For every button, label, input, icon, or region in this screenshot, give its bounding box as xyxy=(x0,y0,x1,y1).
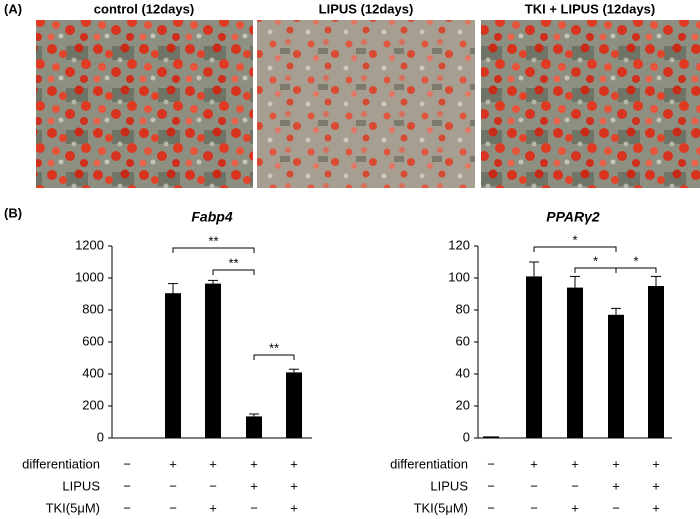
condition-sign: + xyxy=(652,500,660,515)
condition-label: LIPUS xyxy=(62,478,100,493)
significance-label: * xyxy=(633,253,638,268)
condition-sign: − xyxy=(123,500,131,515)
significance-label: * xyxy=(572,232,577,247)
condition-sign: + xyxy=(530,456,538,471)
bar xyxy=(483,436,499,438)
condition-sign: − xyxy=(571,478,579,493)
bar xyxy=(567,287,583,438)
chart-title: PPARγ2 xyxy=(546,209,600,225)
condition-sign: + xyxy=(169,456,177,471)
condition-sign: + xyxy=(652,456,660,471)
condition-sign: + xyxy=(290,478,298,493)
y-tick-label: 400 xyxy=(82,365,104,380)
micrograph xyxy=(481,20,700,188)
bar xyxy=(246,416,262,438)
condition-sign: − xyxy=(123,478,131,493)
micrograph xyxy=(36,20,253,188)
condition-sign: + xyxy=(652,478,660,493)
condition-label: differentiation xyxy=(390,456,468,471)
y-tick-label: 600 xyxy=(82,333,104,348)
condition-sign: − xyxy=(123,456,131,471)
condition-sign: − xyxy=(612,500,620,515)
condition-label: TKI(5μM) xyxy=(414,500,468,515)
significance-bracket xyxy=(212,269,255,275)
condition-sign: + xyxy=(250,478,258,493)
condition-sign: + xyxy=(290,500,298,515)
condition-sign: + xyxy=(612,456,620,471)
image-caption: LIPUS (12days) xyxy=(319,1,414,16)
y-tick-label: 800 xyxy=(82,301,104,316)
condition-sign: − xyxy=(487,478,495,493)
condition-sign: − xyxy=(487,456,495,471)
y-tick-label: 60 xyxy=(456,333,470,348)
y-tick-label: 200 xyxy=(82,397,104,412)
significance-bracket xyxy=(574,267,617,273)
condition-label: TKI(5μM) xyxy=(46,500,100,515)
condition-sign: + xyxy=(209,500,217,515)
bar xyxy=(205,283,221,438)
condition-sign: + xyxy=(612,478,620,493)
condition-sign: + xyxy=(209,456,217,471)
condition-sign: + xyxy=(571,456,579,471)
micrograph xyxy=(257,20,475,188)
significance-bracket xyxy=(253,354,295,360)
condition-label: LIPUS xyxy=(430,478,468,493)
y-tick-label: 40 xyxy=(456,365,470,380)
y-tick-label: 120 xyxy=(448,237,470,252)
condition-sign: − xyxy=(169,500,177,515)
bar xyxy=(286,372,302,438)
condition-sign: + xyxy=(290,456,298,471)
image-caption: control (12days) xyxy=(94,1,194,16)
bar xyxy=(165,293,181,438)
condition-sign: − xyxy=(250,500,258,515)
bar xyxy=(648,286,664,438)
condition-sign: − xyxy=(530,478,538,493)
y-tick-label: 100 xyxy=(448,269,470,284)
significance-label: ** xyxy=(208,233,218,248)
image-caption: TKI + LIPUS (12days) xyxy=(525,1,655,16)
y-tick-label: 0 xyxy=(463,429,470,444)
condition-sign: − xyxy=(209,478,217,493)
condition-sign: − xyxy=(169,478,177,493)
significance-bracket xyxy=(172,247,255,253)
y-tick-label: 20 xyxy=(456,397,470,412)
panel-label: (A) xyxy=(4,1,22,16)
significance-bracket xyxy=(533,246,617,252)
condition-sign: − xyxy=(487,500,495,515)
significance-label: * xyxy=(593,253,598,268)
condition-sign: + xyxy=(250,456,258,471)
y-tick-label: 1200 xyxy=(75,237,104,252)
significance-bracket xyxy=(615,267,657,273)
bar xyxy=(526,276,542,438)
y-tick-label: 0 xyxy=(97,429,104,444)
y-tick-label: 80 xyxy=(456,301,470,316)
condition-sign: + xyxy=(571,500,579,515)
condition-sign: − xyxy=(530,500,538,515)
significance-label: ** xyxy=(269,340,279,355)
y-tick-label: 1000 xyxy=(75,269,104,284)
panel-label: (B) xyxy=(4,205,22,220)
chart-title: Fabp4 xyxy=(191,209,232,225)
bar xyxy=(608,314,624,438)
significance-label: ** xyxy=(228,255,238,270)
condition-label: differentiation xyxy=(22,456,100,471)
